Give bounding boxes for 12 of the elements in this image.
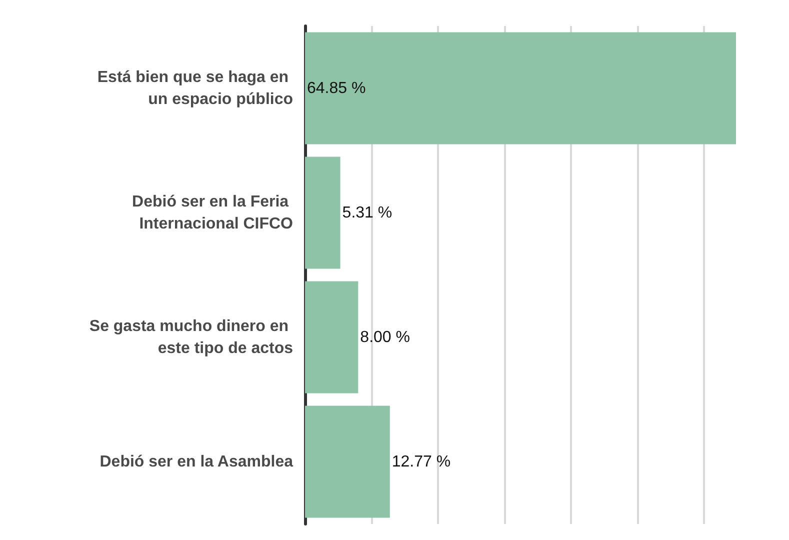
data-label: 64.85 % (307, 80, 366, 97)
bar (305, 156, 340, 269)
data-label: 8.00 % (360, 328, 410, 346)
y-tick-label: Debió ser en la Feria Internacional CIFCO (132, 193, 293, 232)
data-label: 5.31 % (342, 204, 392, 222)
data-label: 12.77 % (392, 453, 451, 470)
y-tick-label: Debió ser en la Asamblea (100, 453, 294, 470)
y-tick-label: Está bien que se haga en un espacio público (97, 68, 294, 108)
y-tick-label: Se gasta mucho dinero en este tipo de actos (89, 318, 294, 357)
bar (305, 406, 390, 518)
bar (305, 281, 358, 394)
bar (305, 32, 736, 144)
